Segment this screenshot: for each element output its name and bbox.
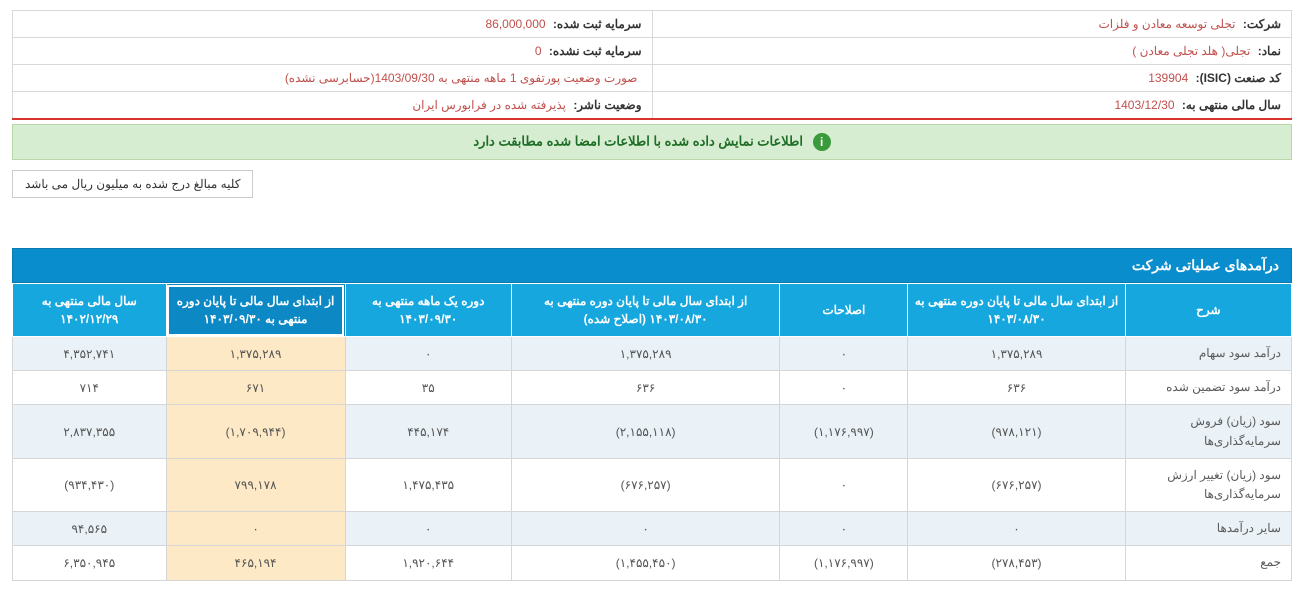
table-cell: ۴۴۵,۱۷۴	[345, 405, 511, 458]
table-cell: (۱,۴۵۵,۴۵۰)	[511, 546, 780, 580]
table-cell: ۰	[780, 458, 908, 511]
publisher-cell: وضعیت ناشر: پذیرفته شده در فرابورس ایران	[13, 92, 653, 120]
table-cell: ۰	[345, 512, 511, 546]
section-title: درآمدهای عملیاتی شرکت	[12, 248, 1292, 283]
table-cell: (۱,۱۷۶,۹۹۷)	[780, 546, 908, 580]
fiscal-cell: سال مالی منتهی به: 1403/12/30	[652, 92, 1292, 120]
row-label: درآمد سود تضمین شده	[1125, 371, 1291, 405]
row-label: سایر درآمدها	[1125, 512, 1291, 546]
table-cell: ۰	[345, 337, 511, 371]
table-cell: ۳۵	[345, 371, 511, 405]
publisher-label: وضعیت ناشر:	[573, 98, 641, 112]
table-cell: ۷۱۴	[13, 371, 167, 405]
table-header-row: شرحاز ابتدای سال مالی تا پایان دوره منته…	[13, 284, 1292, 337]
table-cell: (۹۷۸,۱۲۱)	[908, 405, 1125, 458]
table-cell: ۱,۳۷۵,۲۸۹	[511, 337, 780, 371]
company-value: تجلی توسعه معادن و فلزات	[1098, 17, 1235, 31]
table-cell: (۶۷۶,۲۵۷)	[511, 458, 780, 511]
table-header-cell: شرح	[1125, 284, 1291, 337]
table-cell: ۱,۴۷۵,۴۳۵	[345, 458, 511, 511]
table-cell: ۱,۹۲۰,۶۴۴	[345, 546, 511, 580]
company-label: شرکت:	[1243, 17, 1281, 31]
currency-note: کلیه مبالغ درج شده به میلیون ریال می باش…	[12, 170, 253, 198]
status-title-value: صورت وضعیت پورتفوی 1 ماهه منتهی به 1403/…	[285, 71, 638, 85]
capital-unreg-value: 0	[535, 44, 542, 58]
table-header-cell: از ابتدای سال مالی تا پایان دوره منتهی ب…	[908, 284, 1125, 337]
row-label: جمع	[1125, 546, 1291, 580]
table-cell: (۲۷۸,۴۵۳)	[908, 546, 1125, 580]
table-cell: ۲,۸۳۷,۳۵۵	[13, 405, 167, 458]
fiscal-value: 1403/12/30	[1114, 98, 1174, 112]
table-cell: ۷۹۹,۱۷۸	[166, 458, 345, 511]
table-row: جمع(۲۷۸,۴۵۳)(۱,۱۷۶,۹۹۷)(۱,۴۵۵,۴۵۰)۱,۹۲۰,…	[13, 546, 1292, 580]
isic-label: کد صنعت (ISIC):	[1196, 71, 1281, 85]
publisher-value: پذیرفته شده در فرابورس ایران	[412, 98, 566, 112]
isic-cell: کد صنعت (ISIC): 139904	[652, 65, 1292, 92]
table-cell: ۱,۳۷۵,۲۸۹	[166, 337, 345, 371]
table-cell: ۶۳۶	[908, 371, 1125, 405]
table-header-cell: از ابتدای سال مالی تا پایان دوره منتهی ب…	[511, 284, 780, 337]
table-cell: (۲,۱۵۵,۱۱۸)	[511, 405, 780, 458]
company-cell: شرکت: تجلی توسعه معادن و فلزات	[652, 11, 1292, 38]
table-row: سود (زیان) تغییر ارزش سرمایه‌گذاری‌ها(۶۷…	[13, 458, 1292, 511]
table-cell: ۱,۳۷۵,۲۸۹	[908, 337, 1125, 371]
table-cell: (۱,۱۷۶,۹۹۷)	[780, 405, 908, 458]
symbol-label: نماد:	[1258, 44, 1281, 58]
table-row: سایر درآمدها۰۰۰۰۰۹۴,۵۶۵	[13, 512, 1292, 546]
table-header-cell: سال مالی منتهی به ۱۴۰۲/۱۲/۲۹	[13, 284, 167, 337]
capital-unreg-cell: سرمایه ثبت نشده: 0	[13, 38, 653, 65]
table-cell: ۹۴,۵۶۵	[13, 512, 167, 546]
info-icon: i	[813, 133, 831, 151]
symbol-cell: نماد: تجلی( هلد تجلی معادن )	[652, 38, 1292, 65]
verification-banner: i اطلاعات نمایش داده شده با اطلاعات امضا…	[12, 124, 1292, 160]
table-row: درآمد سود سهام۱,۳۷۵,۲۸۹۰۱,۳۷۵,۲۸۹۰۱,۳۷۵,…	[13, 337, 1292, 371]
capital-reg-value: 86,000,000	[486, 17, 546, 31]
table-header-cell: دوره یک ماهه منتهی به ۱۴۰۳/۰۹/۳۰	[345, 284, 511, 337]
table-row: درآمد سود تضمین شده۶۳۶۰۶۳۶۳۵۶۷۱۷۱۴	[13, 371, 1292, 405]
table-cell: ۰	[908, 512, 1125, 546]
operating-income-table: شرحاز ابتدای سال مالی تا پایان دوره منته…	[12, 283, 1292, 581]
row-label: سود (زیان) فروش سرمایه‌گذاری‌ها	[1125, 405, 1291, 458]
table-header-cell: اصلاحات	[780, 284, 908, 337]
fiscal-label: سال مالی منتهی به:	[1182, 98, 1281, 112]
status-title-cell: صورت وضعیت پورتفوی 1 ماهه منتهی به 1403/…	[13, 65, 653, 92]
isic-value: 139904	[1148, 71, 1188, 85]
capital-reg-cell: سرمایه ثبت شده: 86,000,000	[13, 11, 653, 38]
company-info-table: شرکت: تجلی توسعه معادن و فلزات سرمایه ثب…	[12, 10, 1292, 120]
capital-unreg-label: سرمایه ثبت نشده:	[549, 44, 642, 58]
row-label: سود (زیان) تغییر ارزش سرمایه‌گذاری‌ها	[1125, 458, 1291, 511]
symbol-value: تجلی( هلد تجلی معادن )	[1132, 44, 1250, 58]
table-cell: ۰	[780, 512, 908, 546]
table-cell: ۶۷۱	[166, 371, 345, 405]
table-row: سود (زیان) فروش سرمایه‌گذاری‌ها(۹۷۸,۱۲۱)…	[13, 405, 1292, 458]
table-cell: ۴۶۵,۱۹۴	[166, 546, 345, 580]
table-cell: ۶,۳۵۰,۹۴۵	[13, 546, 167, 580]
table-cell: ۰	[166, 512, 345, 546]
table-cell: ۴,۳۵۲,۷۴۱	[13, 337, 167, 371]
capital-reg-label: سرمایه ثبت شده:	[553, 17, 642, 31]
row-label: درآمد سود سهام	[1125, 337, 1291, 371]
table-header-cell: از ابتدای سال مالی تا پایان دوره منتهی ب…	[166, 284, 345, 337]
table-cell: (۹۳۴,۴۳۰)	[13, 458, 167, 511]
table-cell: ۰	[511, 512, 780, 546]
table-cell: (۱,۷۰۹,۹۴۴)	[166, 405, 345, 458]
table-cell: ۰	[780, 337, 908, 371]
table-cell: ۶۳۶	[511, 371, 780, 405]
table-cell: (۶۷۶,۲۵۷)	[908, 458, 1125, 511]
table-cell: ۰	[780, 371, 908, 405]
banner-text: اطلاعات نمایش داده شده با اطلاعات امضا ش…	[473, 133, 803, 148]
